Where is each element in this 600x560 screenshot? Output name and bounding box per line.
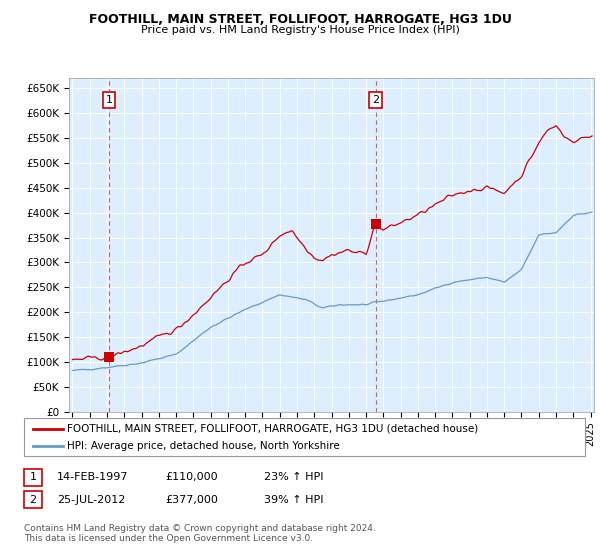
Text: 25-JUL-2012: 25-JUL-2012 — [57, 494, 125, 505]
Text: 23% ↑ HPI: 23% ↑ HPI — [264, 472, 323, 482]
Text: HPI: Average price, detached house, North Yorkshire: HPI: Average price, detached house, Nort… — [67, 441, 340, 451]
Text: Contains HM Land Registry data © Crown copyright and database right 2024.
This d: Contains HM Land Registry data © Crown c… — [24, 524, 376, 543]
Text: 1: 1 — [106, 95, 113, 105]
Text: FOOTHILL, MAIN STREET, FOLLIFOOT, HARROGATE, HG3 1DU (detached house): FOOTHILL, MAIN STREET, FOLLIFOOT, HARROG… — [67, 424, 478, 434]
Text: £377,000: £377,000 — [165, 494, 218, 505]
Text: 2: 2 — [372, 95, 379, 105]
Text: 1: 1 — [29, 472, 37, 482]
Text: FOOTHILL, MAIN STREET, FOLLIFOOT, HARROGATE, HG3 1DU: FOOTHILL, MAIN STREET, FOLLIFOOT, HARROG… — [89, 13, 511, 26]
Text: Price paid vs. HM Land Registry's House Price Index (HPI): Price paid vs. HM Land Registry's House … — [140, 25, 460, 35]
Text: £110,000: £110,000 — [165, 472, 218, 482]
Text: 39% ↑ HPI: 39% ↑ HPI — [264, 494, 323, 505]
Text: 14-FEB-1997: 14-FEB-1997 — [57, 472, 128, 482]
Text: 2: 2 — [29, 494, 37, 505]
